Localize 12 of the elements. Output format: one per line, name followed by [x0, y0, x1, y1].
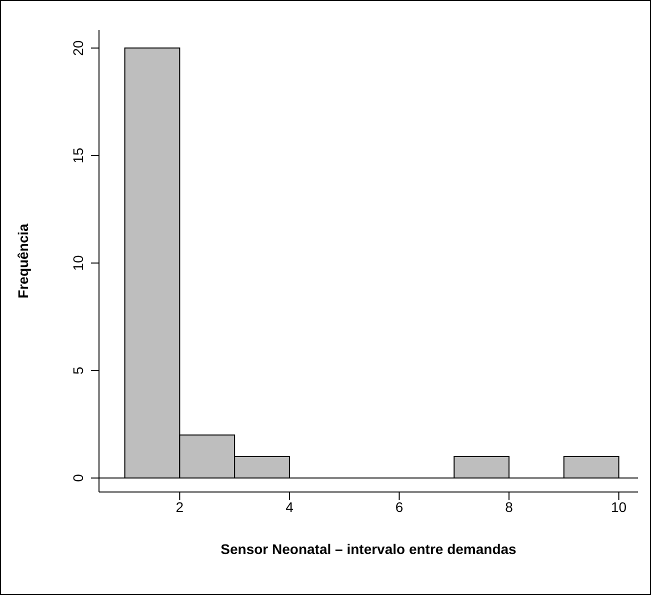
y-tick-label: 15 — [70, 148, 86, 164]
x-tick-label: 6 — [395, 498, 404, 515]
y-axis-title: Frequência — [14, 223, 31, 298]
x-tick-label: 10 — [611, 498, 627, 515]
x-tick-label: 8 — [505, 498, 514, 515]
x-tick-label: 2 — [176, 498, 184, 515]
y-tick-label: 10 — [70, 255, 86, 271]
y-tick-label: 0 — [70, 474, 86, 482]
x-axis-title: Sensor Neonatal – intervalo entre demandas — [220, 541, 517, 557]
x-tick-label: 4 — [286, 498, 294, 515]
y-tick-label: 5 — [70, 366, 86, 374]
y-tick-label: 20 — [70, 40, 86, 56]
